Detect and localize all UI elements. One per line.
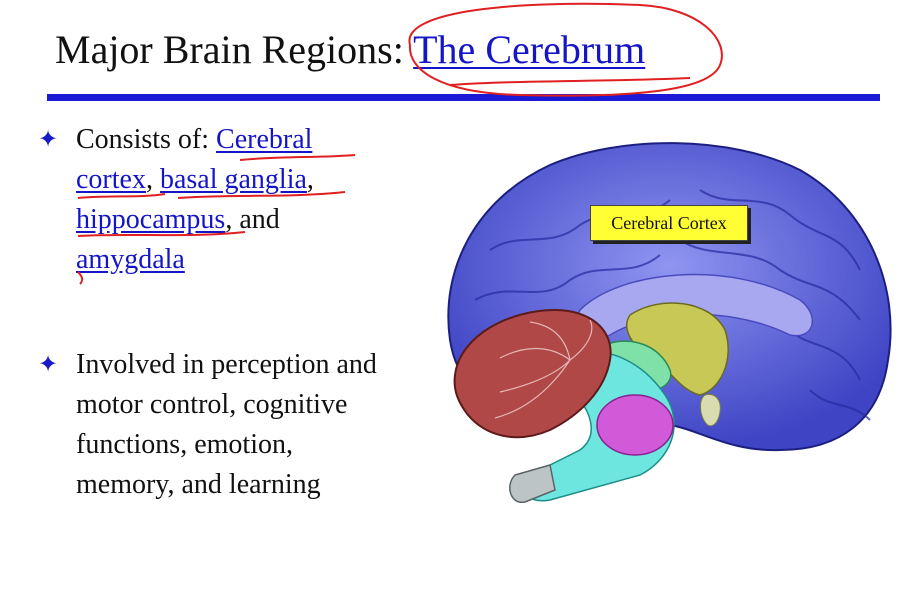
bullet-prefix: Consists of: (76, 124, 217, 155)
title-link[interactable]: The Cerebrum (413, 27, 646, 72)
link-hippocampus[interactable]: hippocampus (76, 204, 226, 235)
link-cerebral-cortex[interactable]: Cerebral cortex (76, 124, 313, 195)
title-rule (47, 94, 880, 101)
pons-shape (596, 394, 674, 456)
brain-illustration (447, 142, 892, 503)
cerebellum-shape (453, 308, 612, 439)
bullet-consists: ✦ Consists of: Cerebral cortex, basal ga… (38, 120, 378, 290)
slide-title: Major Brain Regions: The Cerebrum (55, 22, 645, 78)
bullet-text: Involved in perception and motor control… (76, 349, 377, 500)
separator: , (306, 164, 314, 195)
bullet-star-icon: ✦ (38, 352, 59, 378)
link-amygdala[interactable]: amygdala (76, 244, 185, 275)
bullet-star-icon: ✦ (38, 127, 59, 153)
cerebellum-folia (494, 319, 593, 419)
spinal-cord-shape (509, 464, 556, 503)
bullet-involved: ✦ Involved in perception and motor contr… (38, 345, 378, 545)
title-text: Major Brain Regions: (55, 27, 414, 72)
pituitary-shape (700, 393, 721, 427)
bullet-text: Consists of: Cerebral cortex, basal gang… (76, 120, 386, 280)
separator: , (145, 164, 160, 195)
link-basal-ganglia[interactable]: basal ganglia (159, 164, 307, 195)
underline-annotation (449, 77, 691, 86)
separator: , and (225, 204, 280, 235)
cerebral-cortex-label: Cerebral Cortex (590, 205, 748, 241)
